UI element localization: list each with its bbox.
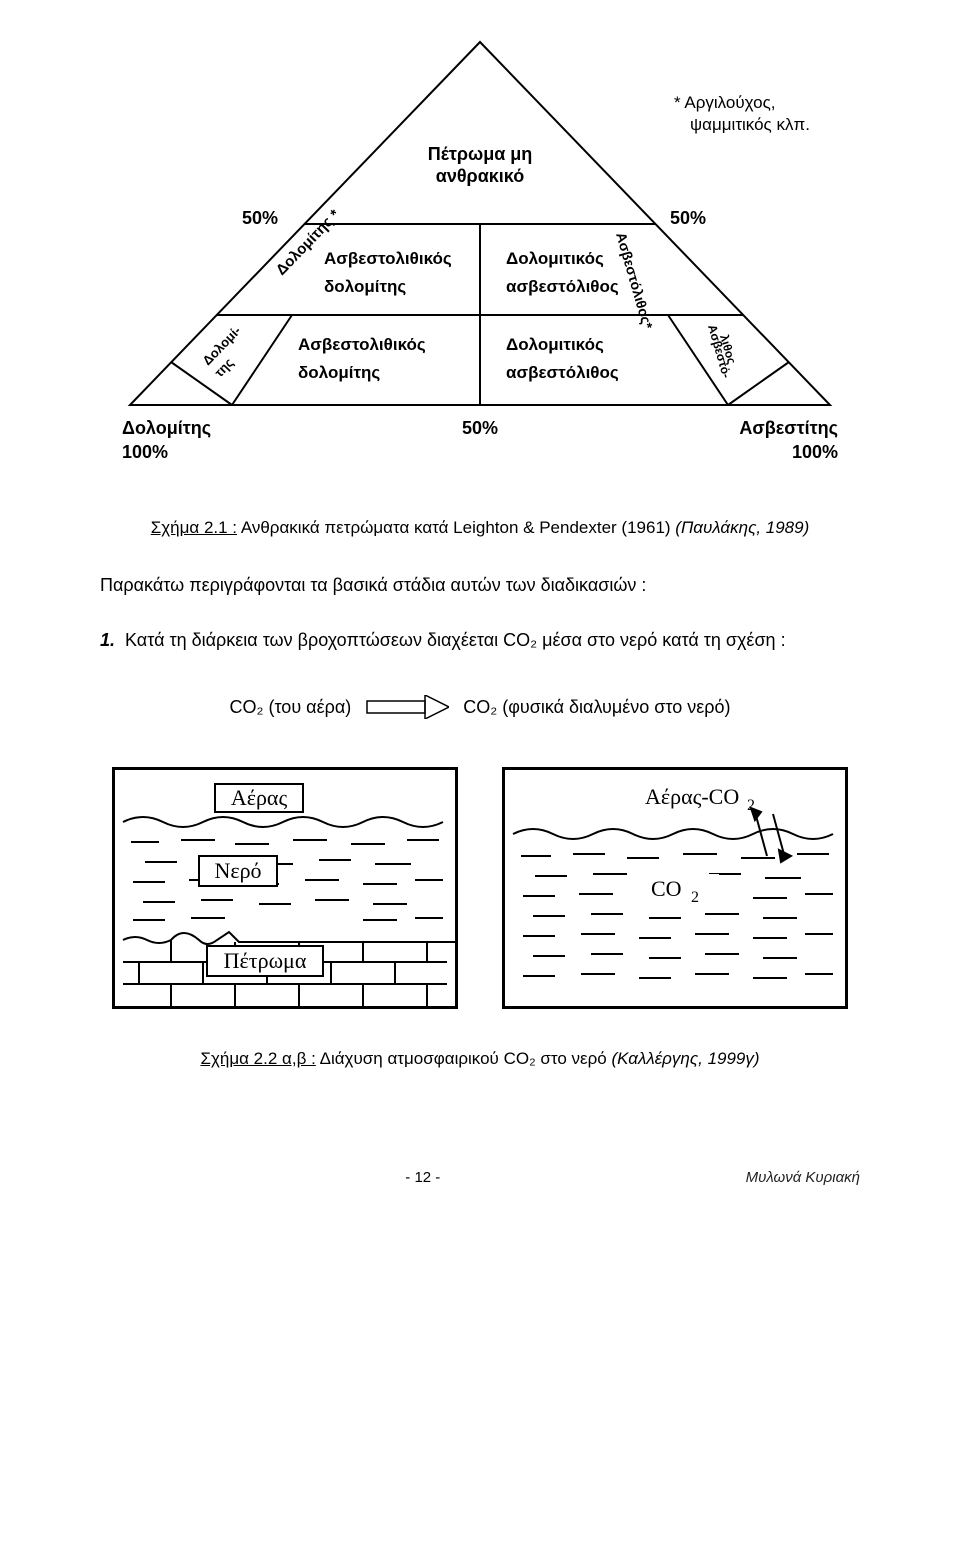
step-1: 1. Κατά τη διάρκεια των βροχοπτώσεων δια… <box>100 625 860 656</box>
svg-text:Δολομιτικός: Δολομιτικός <box>506 249 604 268</box>
reaction-lhs: CO₂ (του αέρα) <box>229 697 351 718</box>
svg-text:50%: 50% <box>670 208 706 228</box>
caption2-source: (Καλλέργης, 1999γ) <box>611 1049 759 1068</box>
footer-author: Μυλωνά Κυριακή <box>746 1169 860 1186</box>
label-water: Νερό <box>214 858 261 883</box>
caption1-source: (Παυλάκης, 1989) <box>675 518 809 537</box>
svg-text:δολομίτης: δολομίτης <box>324 277 406 296</box>
svg-text:50%: 50% <box>242 208 278 228</box>
two-diagrams: Αέρας Νερό Πέτρωμα Αέρας-CO 2 <box>60 767 900 1009</box>
svg-text:100%: 100% <box>122 442 168 462</box>
caption1-label: Σχήμα 2.1 : <box>151 518 237 537</box>
page-footer: - 12 - Μυλωνά Κυριακή <box>100 1169 860 1186</box>
diagram-b: Αέρας-CO 2 CO 2 <box>502 767 848 1009</box>
svg-text:ανθρακικό: ανθρακικό <box>436 166 524 186</box>
label-air-co2: Αέρας-CO <box>645 784 739 809</box>
svg-text:Ασβεστολιθικός: Ασβεστολιθικός <box>298 335 426 354</box>
caption1-text: Ανθρακικά πετρώματα κατά Leighton & Pend… <box>237 518 675 537</box>
paragraph-intro: Παρακάτω περιγράφονται τα βασικά στάδια … <box>100 570 860 601</box>
svg-text:* Αργιλούχος,: * Αργιλούχος, <box>674 93 776 112</box>
svg-text:Δολομιτικός: Δολομιτικός <box>506 335 604 354</box>
svg-text:Δολομίτης: Δολομίτης <box>122 418 211 438</box>
label-co2: CO <box>651 876 682 901</box>
arrow-icon <box>365 695 449 719</box>
label-air: Αέρας <box>231 785 288 810</box>
reaction-rhs: CO₂ (φυσικά διαλυμένο στο νερό) <box>463 697 730 718</box>
svg-text:ψαμμιτικός κλπ.: ψαμμιτικός κλπ. <box>690 115 810 134</box>
svg-text:Ασβεστίτης: Ασβεστίτης <box>739 418 838 438</box>
svg-text:2: 2 <box>691 889 699 906</box>
caption2-text: Διάχυση ατμοσφαιρικού CO₂ στο νερό <box>316 1049 612 1068</box>
diagram-a: Αέρας Νερό Πέτρωμα <box>112 767 458 1009</box>
svg-text:ασβεστόλιθος: ασβεστόλιθος <box>506 277 619 296</box>
triangle-diagram: Πέτρωμα μη ανθρακικό * Αργιλούχος, ψαμμι… <box>60 30 900 490</box>
figure-caption-2: Σχήμα 2.2 α,β : Διάχυση ατμοσφαιρικού CO… <box>60 1049 900 1069</box>
caption2-label: Σχήμα 2.2 α,β : <box>200 1049 315 1068</box>
triangle-svg: Πέτρωμα μη ανθρακικό * Αργιλούχος, ψαμμι… <box>60 30 900 490</box>
svg-text:Ασβεστολιθικός: Ασβεστολιθικός <box>324 249 452 268</box>
page-number: - 12 - <box>405 1169 440 1186</box>
step-1-text: Κατά τη διάρκεια των βροχοπτώσεων διαχέε… <box>125 625 786 656</box>
svg-text:ασβεστόλιθος: ασβεστόλιθος <box>506 363 619 382</box>
label-rock: Πέτρωμα <box>224 948 307 973</box>
reaction-equation: CO₂ (του αέρα) CO₂ (φυσικά διαλυμένο στο… <box>60 695 900 719</box>
step-1-number: 1. <box>100 625 115 656</box>
svg-text:50%: 50% <box>462 418 498 438</box>
svg-text:δολομίτης: δολομίτης <box>298 363 380 382</box>
svg-text:Πέτρωμα μη: Πέτρωμα μη <box>428 144 533 164</box>
svg-text:100%: 100% <box>792 442 838 462</box>
svg-text:2: 2 <box>747 797 755 814</box>
svg-text:Ασβεστόλιθος*: Ασβεστόλιθος* <box>613 230 656 331</box>
figure-caption-1: Σχήμα 2.1 : Ανθρακικά πετρώματα κατά Lei… <box>60 518 900 538</box>
